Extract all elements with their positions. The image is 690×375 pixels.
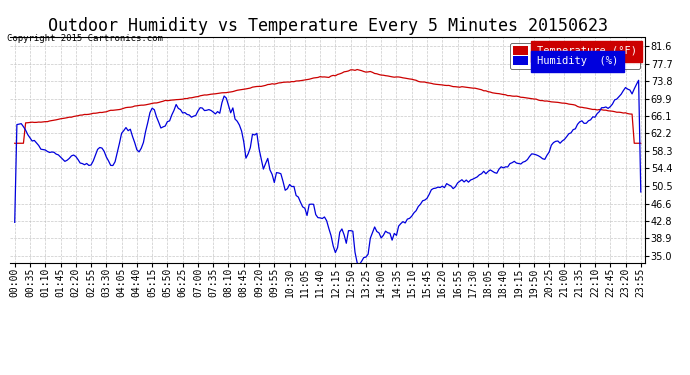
Title: Outdoor Humidity vs Temperature Every 5 Minutes 20150623: Outdoor Humidity vs Temperature Every 5 … xyxy=(48,16,608,34)
Legend: Temperature (°F), Humidity  (%): Temperature (°F), Humidity (%) xyxy=(510,43,640,69)
Text: Copyright 2015 Cartronics.com: Copyright 2015 Cartronics.com xyxy=(7,34,163,43)
